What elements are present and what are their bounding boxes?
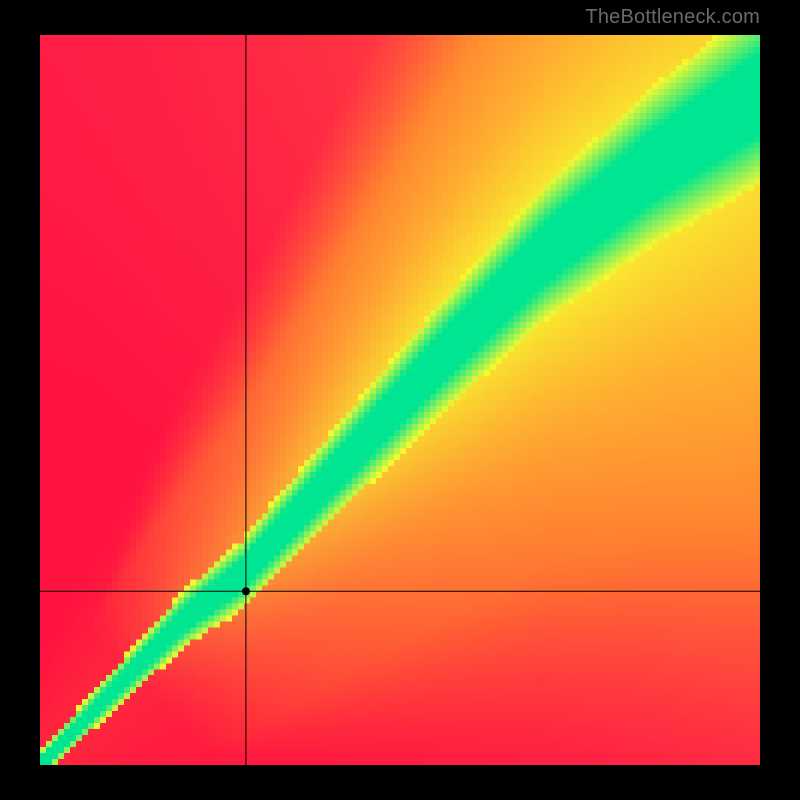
chart-frame: TheBottleneck.com (0, 0, 800, 800)
attribution-label: TheBottleneck.com (585, 6, 760, 29)
bottleneck-heatmap (40, 35, 760, 765)
plot-area (40, 35, 760, 765)
